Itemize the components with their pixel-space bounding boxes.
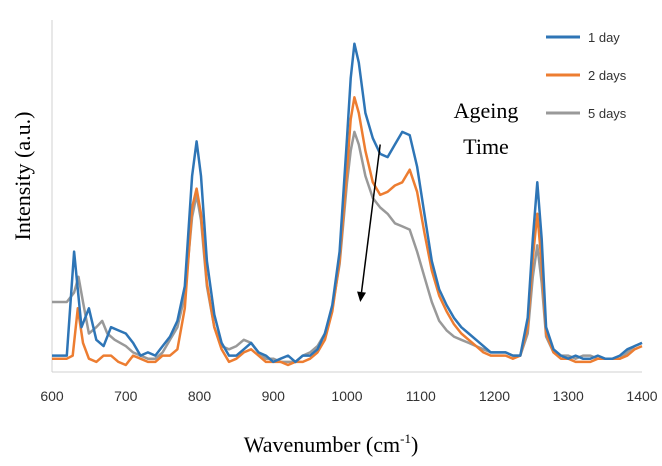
- legend: 1 day 2 days 5 days: [546, 30, 627, 121]
- x-tick-label: 1200: [479, 388, 510, 404]
- series-line-1: [52, 42, 643, 364]
- legend-label-1: 1 day: [588, 30, 620, 45]
- legend-label-3: 5 days: [588, 106, 627, 121]
- annotation-time: Time: [463, 134, 509, 159]
- series-line-2: [52, 96, 643, 367]
- annotation-ageing: Ageing: [454, 98, 519, 123]
- annotation-arrow: [360, 144, 381, 293]
- y-axis-title: Intensity (a.u.): [10, 112, 35, 241]
- x-tick-label: 1400: [626, 388, 657, 404]
- x-tick-label: 700: [114, 388, 138, 404]
- series-group: [52, 42, 643, 367]
- x-tick-label: 1000: [331, 388, 362, 404]
- x-tick-label: 600: [40, 388, 64, 404]
- x-axis-title: Wavenumber (cm-1): [244, 431, 419, 457]
- annotation-arrowhead: [357, 291, 366, 302]
- x-tick-label: 900: [262, 388, 286, 404]
- x-tick-label: 1300: [553, 388, 584, 404]
- x-tick-labels: 600 700 800 900 1000 1100 1200 1300 1400: [40, 388, 657, 404]
- x-tick-label: 1100: [406, 388, 436, 404]
- legend-label-2: 2 days: [588, 68, 627, 83]
- x-tick-label: 800: [188, 388, 212, 404]
